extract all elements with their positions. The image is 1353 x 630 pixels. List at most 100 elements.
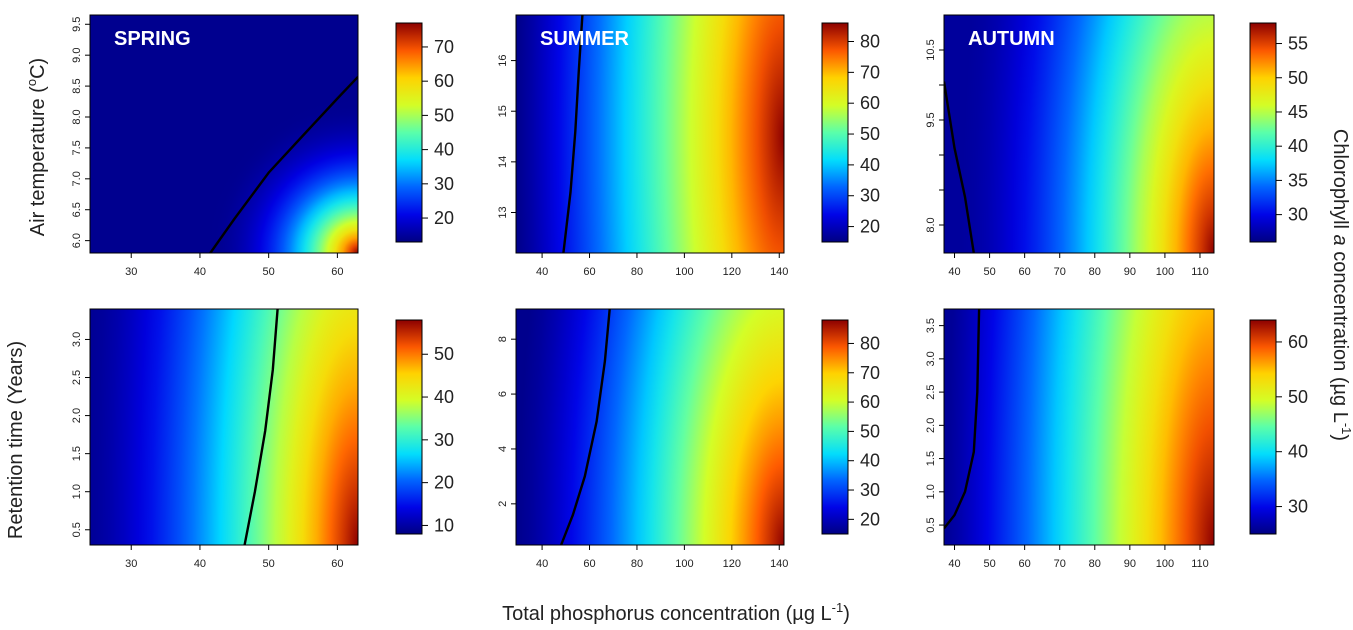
y-tick-label: 8.0 <box>71 109 83 124</box>
panel-1-1: 40 60 80 100 120 140 2 4 6 8 20 30 40 50 60 70 80 <box>497 308 880 570</box>
colorbar-tick-label: 40 <box>860 451 880 471</box>
y-tick-label: 1.0 <box>71 484 83 499</box>
colorbar-tick-label: 70 <box>860 363 880 383</box>
y-tick-label: 3.5 <box>925 318 937 333</box>
x-tick-label: 140 <box>770 558 788 570</box>
x-tick-label: 40 <box>194 558 206 570</box>
x-tick-label: 80 <box>631 558 643 570</box>
colorbar-tick-label: 30 <box>1288 205 1308 225</box>
x-tick-label: 40 <box>948 558 960 570</box>
y-tick-label: 0.5 <box>71 522 83 537</box>
panel-1-2: 40 50 60 70 80 90 100 110 0.5 1.0 1.5 2.0 2.5 3.0 3.5 3… <box>925 308 1308 570</box>
x-tick-label: 40 <box>194 266 206 278</box>
colorbar-tick-label: 50 <box>1288 68 1308 88</box>
y-tick-label: 7.0 <box>71 171 83 186</box>
panel-1-0: 30 40 50 60 0.5 1.0 1.5 2.0 2.5 3.0 10 20 30 40 50 <box>71 308 454 570</box>
x-tick-label: 60 <box>331 266 343 278</box>
x-tick-label: 40 <box>948 266 960 278</box>
colorbar-tick-label: 45 <box>1288 102 1308 122</box>
y-tick-label: 2.0 <box>925 418 937 433</box>
colorbar-tick-label: 80 <box>860 32 880 52</box>
colorbar <box>395 319 423 535</box>
x-tick-label: 50 <box>983 266 995 278</box>
colorbar-tick-label: 20 <box>860 509 880 529</box>
x-tick-label: 80 <box>1089 558 1101 570</box>
contour-line <box>243 309 279 545</box>
colorbar-tick-label: 60 <box>860 392 880 412</box>
heatmap-surface <box>516 15 784 253</box>
x-tick-label: 50 <box>983 558 995 570</box>
x-tick-label: 80 <box>1089 266 1101 278</box>
y-tick-label: 10.5 <box>925 39 937 60</box>
plot-frame <box>943 308 1215 546</box>
colorbar-tick-label: 50 <box>1288 387 1308 407</box>
heatmap-surface <box>944 15 1214 253</box>
colorbar-tick-label: 10 <box>434 515 454 535</box>
x-tick-label: 110 <box>1191 558 1209 570</box>
x-tick-label: 120 <box>723 558 741 570</box>
y-tick-label: 15 <box>497 105 509 117</box>
colorbar-tick-label: 60 <box>860 93 880 113</box>
x-tick-label: 30 <box>125 266 137 278</box>
colorbar-tick-label: 60 <box>434 71 454 91</box>
plot-frame <box>89 308 359 546</box>
colorbar-tick-label: 70 <box>860 62 880 82</box>
y-tick-label: 2.5 <box>71 370 83 385</box>
x-tick-label: 100 <box>1156 266 1174 278</box>
colorbar <box>1249 319 1277 535</box>
colorbar-tick-label: 30 <box>434 430 454 450</box>
panel-0-0: SPRING 30 40 50 60 6.0 6.5 7.0 7.5 8.0 8.5 9.0 9.5 20… <box>71 14 454 278</box>
x-tick-label: 40 <box>536 558 548 570</box>
x-tick-label: 100 <box>675 558 693 570</box>
contour-line <box>944 81 975 253</box>
plot-frame <box>89 14 359 254</box>
colorbar-tick-label: 50 <box>434 105 454 125</box>
y-tick-label: 0.5 <box>925 517 937 532</box>
y-tick-label: 3.0 <box>71 332 83 347</box>
y-tick-label: 1.5 <box>71 446 83 461</box>
colorbar-tick-label: 50 <box>860 124 880 144</box>
season-label: SUMMER <box>540 28 629 50</box>
x-tick-label: 100 <box>675 266 693 278</box>
y-tick-label: 7.5 <box>71 140 83 155</box>
colorbar-tick-label: 40 <box>434 140 454 160</box>
y-tick-label: 14 <box>497 156 509 168</box>
y-tick-label: 2.0 <box>71 408 83 423</box>
colorbar <box>821 22 849 243</box>
y-tick-label: 3.0 <box>925 351 937 366</box>
colorbar-tick-label: 55 <box>1288 34 1308 54</box>
y-tick-label: 16 <box>497 54 509 66</box>
x-tick-label: 100 <box>1156 558 1174 570</box>
y-tick-label: 6 <box>497 391 509 397</box>
y-tick-label: 1.5 <box>925 451 937 466</box>
x-tick-label: 90 <box>1124 558 1136 570</box>
colorbar-tick-label: 70 <box>434 37 454 57</box>
x-tick-label: 50 <box>263 266 275 278</box>
y-tick-label: 6.0 <box>71 233 83 248</box>
y-tick-label: 9.0 <box>71 48 83 63</box>
colorbar-tick-label: 20 <box>434 473 454 493</box>
y-axis-label-bottom: Retention time (Years) <box>5 341 27 539</box>
contour-line <box>209 75 358 253</box>
colorbar <box>395 22 423 243</box>
season-label: AUTUMN <box>968 28 1055 50</box>
y-tick-label: 1.0 <box>925 484 937 499</box>
colorbar <box>821 319 849 535</box>
panel-0-1: SUMMER 40 60 80 100 120 140 13 14 15 16 20 30 40 50 60 7… <box>497 14 880 278</box>
colorbar-tick-label: 30 <box>1288 497 1308 517</box>
colorbar-tick-label: 80 <box>860 333 880 353</box>
colorbar-tick-label: 35 <box>1288 170 1308 190</box>
colorbar-tick-label: 20 <box>434 208 454 228</box>
x-tick-label: 70 <box>1054 266 1066 278</box>
colorbar-label: Chlorophyll a concentration (µg L-1) <box>1329 129 1353 441</box>
colorbar-tick-label: 20 <box>860 217 880 237</box>
y-tick-label: 4 <box>497 446 509 452</box>
x-tick-label: 120 <box>723 266 741 278</box>
x-tick-label: 60 <box>1019 558 1031 570</box>
heatmap-surface <box>90 15 358 253</box>
colorbar-tick-label: 30 <box>434 174 454 194</box>
colorbar-tick-label: 40 <box>1288 442 1308 462</box>
season-label: SPRING <box>114 28 191 50</box>
